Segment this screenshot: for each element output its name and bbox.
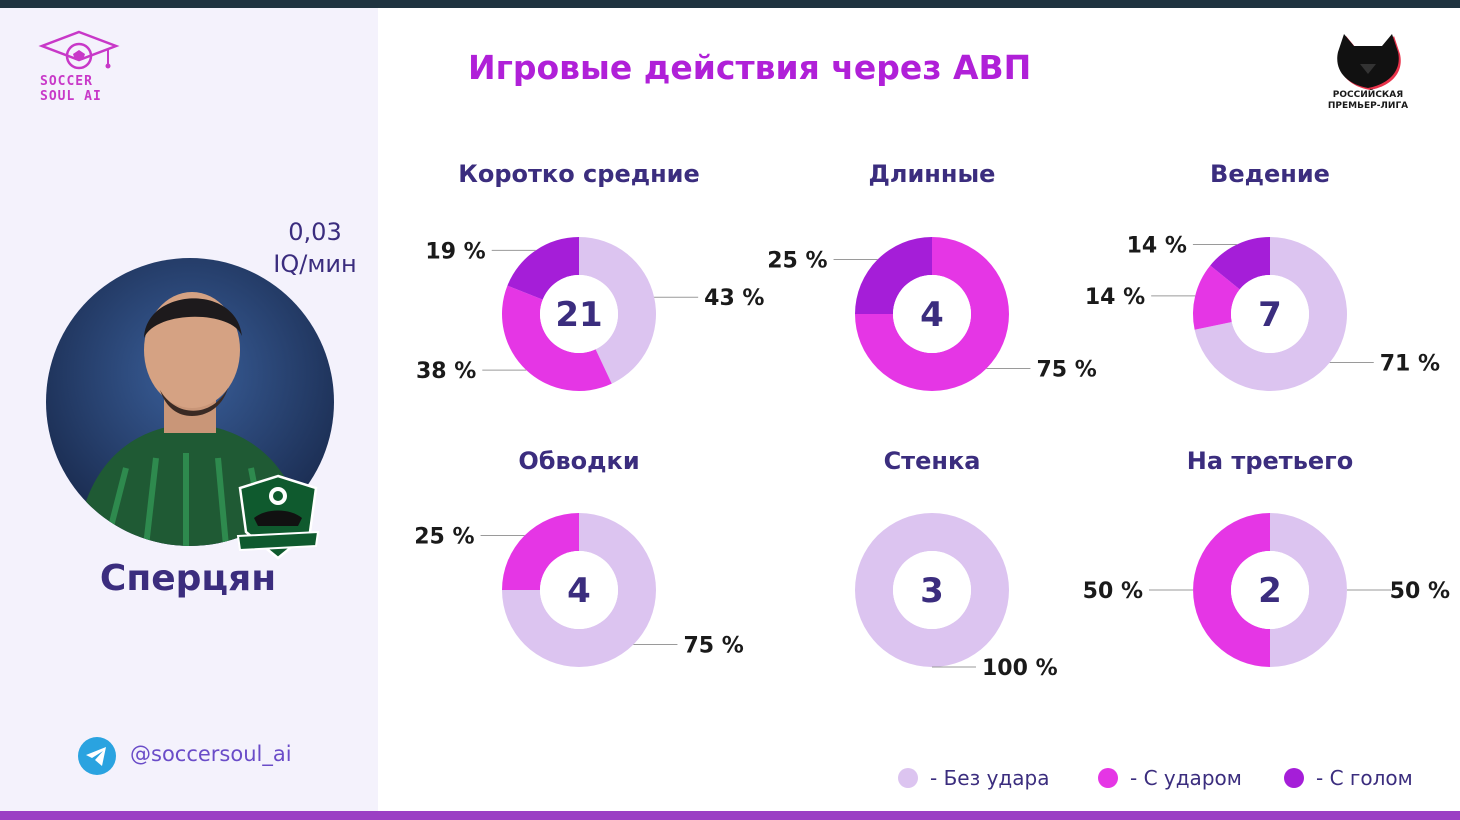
- donut-segment-with-goal: [855, 237, 932, 314]
- data-label: 100 %: [982, 656, 1058, 681]
- data-label: 50 %: [1390, 579, 1450, 604]
- data-label: 38 %: [416, 359, 476, 384]
- donut-total: 4: [920, 295, 944, 335]
- player-name: Сперцян: [99, 558, 277, 599]
- data-label: 75 %: [1036, 357, 1096, 382]
- donut-segment-no-shot: [855, 513, 1009, 667]
- legend-label-with-shot: - С ударом: [1130, 766, 1242, 790]
- donut-hole: [1231, 551, 1309, 629]
- donut-segment-with-goal: [507, 236, 579, 300]
- legend-swatch-no-shot: [898, 768, 918, 788]
- chart-title-one-two: Стенка: [883, 447, 981, 475]
- donut-segment-no-shot: [502, 513, 656, 667]
- donut-hole: [893, 275, 971, 353]
- league-name: РОССИЙСКАЯ ПРЕМЬЕР-ЛИГА: [1310, 90, 1426, 112]
- page-title: Игровые действия через АВП: [468, 48, 1032, 87]
- donut-segment-with-shot: [501, 285, 612, 391]
- donut-segment-with-shot: [855, 237, 1009, 391]
- soccer-soul-logo-icon: [38, 30, 120, 70]
- legend-swatch-with-shot: [1098, 768, 1118, 788]
- chart-title-dribbles: Обводки: [518, 447, 640, 475]
- data-label: 19 %: [425, 239, 485, 264]
- donut-segment-no-shot: [1194, 237, 1347, 392]
- donut-hole: [893, 551, 971, 629]
- donut-segment-with-shot: [1193, 513, 1270, 667]
- legend-item-no-shot: - Без удара: [898, 764, 1049, 792]
- donut-hole: [1231, 275, 1309, 353]
- chart-title-dribbling-run: Ведение: [1210, 160, 1330, 188]
- donut-hole: [540, 551, 618, 629]
- chart-title-short-medium: Коротко средние: [458, 160, 700, 188]
- club-badge-icon: [236, 474, 320, 560]
- donut-segment-with-shot: [502, 513, 579, 590]
- top-bar: [0, 0, 1460, 8]
- donut-segment-no-shot: [579, 237, 657, 384]
- donut-total: 7: [1258, 295, 1282, 335]
- donut-total: 21: [555, 295, 602, 335]
- league-logo-icon: [1337, 34, 1401, 90]
- player-photo: [46, 258, 334, 546]
- brand-line-2: SOUL AI: [40, 89, 102, 104]
- brand-line-1: SOCCER: [40, 74, 93, 89]
- legend-swatch-with-goal: [1284, 768, 1304, 788]
- donut-segment-with-goal: [1210, 237, 1270, 290]
- data-label: 71 %: [1380, 352, 1440, 377]
- data-label: 25 %: [414, 525, 474, 550]
- league-name-line-1: РОССИЙСКАЯ: [1332, 90, 1404, 100]
- iq-value: 0,03: [288, 218, 342, 246]
- donut-segment-no-shot: [1270, 513, 1347, 667]
- donut-total: 4: [567, 571, 591, 611]
- donut-hole: [540, 275, 618, 353]
- bottom-bar: [0, 811, 1460, 820]
- legend-label-with-goal: - С голом: [1316, 766, 1413, 790]
- telegram-icon[interactable]: [78, 737, 116, 775]
- data-label: 50 %: [1083, 579, 1143, 604]
- data-label: 43 %: [704, 286, 764, 311]
- chart-title-third-man: На третьего: [1186, 447, 1354, 475]
- data-label: 75 %: [683, 633, 743, 658]
- donut-total: 2: [1258, 571, 1282, 611]
- donut-total: 3: [920, 571, 944, 611]
- data-label: 25 %: [767, 249, 827, 274]
- legend-item-with-goal: - С голом: [1284, 764, 1413, 792]
- telegram-handle-link[interactable]: @soccersoul_ai: [130, 742, 292, 766]
- data-label: 14 %: [1127, 233, 1187, 258]
- donut-segment-with-shot: [1193, 265, 1240, 330]
- chart-title-long: Длинные: [868, 160, 996, 188]
- brand-wordmark: SOCCER SOUL AI: [40, 74, 102, 104]
- iq-metric: 0,03 IQ/мин: [250, 216, 380, 280]
- iq-unit: IQ/мин: [273, 250, 357, 278]
- legend-item-with-shot: - С ударом: [1098, 764, 1242, 792]
- data-label: 14 %: [1085, 285, 1145, 310]
- legend-label-no-shot: - Без удара: [930, 766, 1050, 790]
- league-name-line-2: ПРЕМЬЕР-ЛИГА: [1327, 101, 1409, 111]
